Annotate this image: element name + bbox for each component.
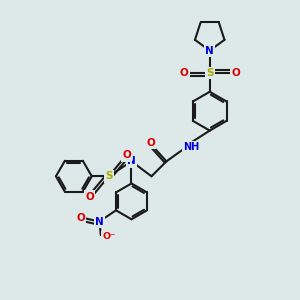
Text: O: O: [122, 150, 131, 161]
Text: NH: NH: [183, 142, 199, 152]
Text: O: O: [85, 192, 94, 202]
Text: N: N: [127, 156, 136, 166]
Text: O⁻: O⁻: [103, 232, 116, 241]
Text: O: O: [76, 213, 85, 223]
Text: N: N: [205, 46, 214, 56]
Text: S: S: [105, 171, 112, 181]
Text: O: O: [180, 68, 188, 78]
Text: O: O: [231, 68, 240, 78]
Text: O: O: [146, 138, 155, 148]
Text: N: N: [95, 217, 104, 227]
Text: S: S: [206, 68, 214, 78]
